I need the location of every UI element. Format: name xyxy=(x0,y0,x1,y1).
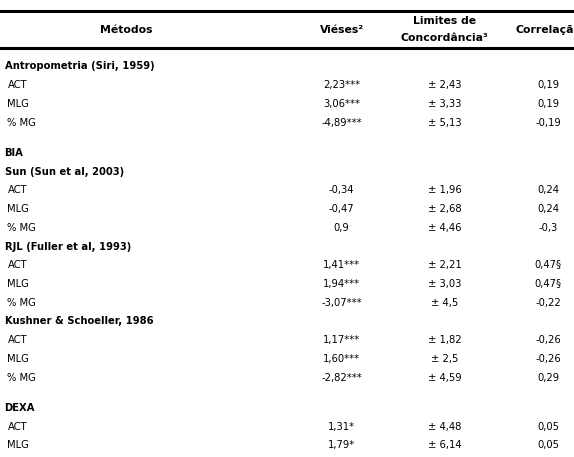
Text: 0,47§: 0,47§ xyxy=(534,279,562,289)
Text: ± 6,14: ± 6,14 xyxy=(428,441,461,450)
Text: MLG: MLG xyxy=(7,204,29,214)
Text: ± 1,96: ± 1,96 xyxy=(428,186,461,195)
Text: MLG: MLG xyxy=(7,279,29,289)
Text: 0,9: 0,9 xyxy=(333,223,350,233)
Text: 1,79*: 1,79* xyxy=(328,441,355,450)
Text: ± 5,13: ± 5,13 xyxy=(428,118,461,128)
Text: RJL (Fuller et al, 1993): RJL (Fuller et al, 1993) xyxy=(5,242,131,251)
Text: Métodos: Métodos xyxy=(100,25,153,35)
Text: -4,89***: -4,89*** xyxy=(321,118,362,128)
Text: ACT: ACT xyxy=(7,335,27,345)
Text: -3,07***: -3,07*** xyxy=(321,298,362,308)
Text: Limites de: Limites de xyxy=(413,16,476,27)
Text: Sun (Sun et al, 2003): Sun (Sun et al, 2003) xyxy=(5,167,124,176)
Text: Correlação: Correlação xyxy=(515,25,574,35)
Text: 1,17***: 1,17*** xyxy=(323,335,360,345)
Text: 0,05: 0,05 xyxy=(537,441,559,450)
Text: 1,60***: 1,60*** xyxy=(323,354,360,364)
Text: ± 2,5: ± 2,5 xyxy=(431,354,459,364)
Text: ± 2,21: ± 2,21 xyxy=(428,260,461,270)
Text: ACT: ACT xyxy=(7,186,27,195)
Text: -0,22: -0,22 xyxy=(536,298,561,308)
Text: 0,05: 0,05 xyxy=(537,422,559,431)
Text: ± 3,03: ± 3,03 xyxy=(428,279,461,289)
Text: ± 4,59: ± 4,59 xyxy=(428,373,461,383)
Text: 0,29: 0,29 xyxy=(537,373,559,383)
Text: 1,31*: 1,31* xyxy=(328,422,355,431)
Text: -2,82***: -2,82*** xyxy=(321,373,362,383)
Text: BIA: BIA xyxy=(5,148,24,158)
Text: DEXA: DEXA xyxy=(5,403,35,413)
Text: 0,47§: 0,47§ xyxy=(534,260,562,270)
Text: -0,34: -0,34 xyxy=(329,186,354,195)
Text: Viéses²: Viéses² xyxy=(320,25,363,35)
Text: MLG: MLG xyxy=(7,441,29,450)
Text: -0,3: -0,3 xyxy=(538,223,558,233)
Text: % MG: % MG xyxy=(7,118,36,128)
Text: ± 4,48: ± 4,48 xyxy=(428,422,461,431)
Text: Antropometria (Siri, 1959): Antropometria (Siri, 1959) xyxy=(5,62,154,71)
Text: 0,24: 0,24 xyxy=(537,186,559,195)
Text: 1,94***: 1,94*** xyxy=(323,279,360,289)
Text: 0,19: 0,19 xyxy=(537,99,559,109)
Text: -0,47: -0,47 xyxy=(329,204,354,214)
Text: -0,26: -0,26 xyxy=(536,335,561,345)
Text: ACT: ACT xyxy=(7,260,27,270)
Text: % MG: % MG xyxy=(7,373,36,383)
Text: ± 3,33: ± 3,33 xyxy=(428,99,461,109)
Text: % MG: % MG xyxy=(7,223,36,233)
Text: 1,41***: 1,41*** xyxy=(323,260,360,270)
Text: 0,24: 0,24 xyxy=(537,204,559,214)
Text: -0,26: -0,26 xyxy=(536,354,561,364)
Text: ACT: ACT xyxy=(7,422,27,431)
Text: 3,06***: 3,06*** xyxy=(323,99,360,109)
Text: 0,19: 0,19 xyxy=(537,80,559,90)
Text: ± 4,46: ± 4,46 xyxy=(428,223,461,233)
Text: Concordância³: Concordância³ xyxy=(401,33,488,43)
Text: ± 1,82: ± 1,82 xyxy=(428,335,461,345)
Text: ± 2,43: ± 2,43 xyxy=(428,80,461,90)
Text: 2,23***: 2,23*** xyxy=(323,80,360,90)
Text: MLG: MLG xyxy=(7,99,29,109)
Text: Kushner & Schoeller, 1986: Kushner & Schoeller, 1986 xyxy=(5,317,153,326)
Text: ± 4,5: ± 4,5 xyxy=(431,298,459,308)
Text: -0,19: -0,19 xyxy=(536,118,561,128)
Text: MLG: MLG xyxy=(7,354,29,364)
Text: ACT: ACT xyxy=(7,80,27,90)
Text: ± 2,68: ± 2,68 xyxy=(428,204,461,214)
Text: % MG: % MG xyxy=(7,298,36,308)
